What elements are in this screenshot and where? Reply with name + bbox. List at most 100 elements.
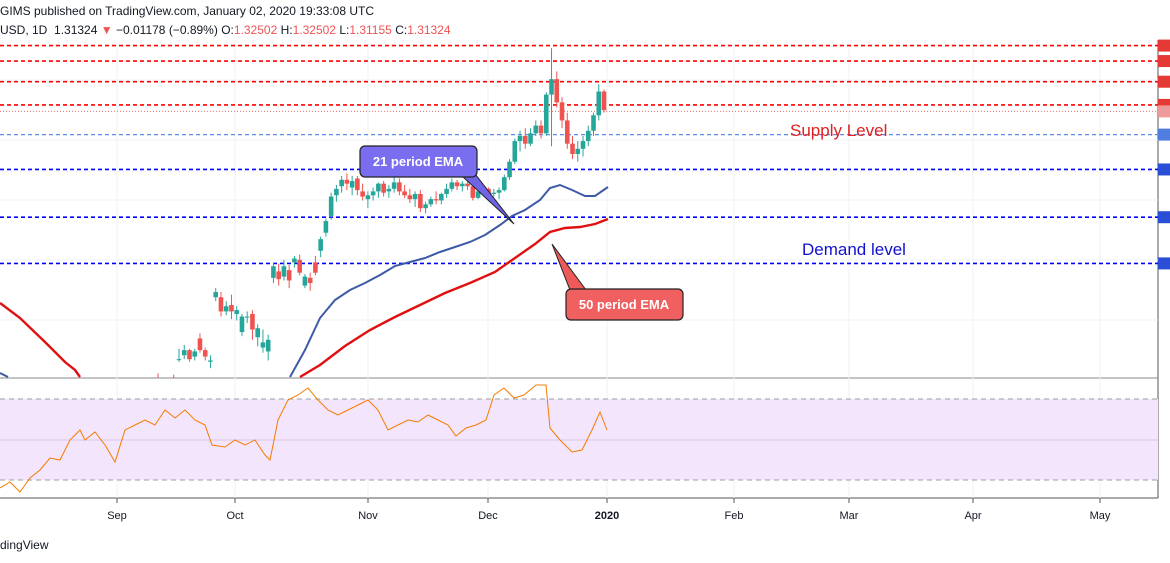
candle-body — [255, 328, 260, 338]
high-label: H: — [280, 23, 293, 37]
candle-body — [365, 195, 371, 200]
last-price: 1.31324 — [54, 23, 98, 37]
ohlc-legend: USD, 1D 1.31324 ▼ −0.01178 (−0.89%) O:1.… — [0, 23, 451, 37]
close-value: 1.31324 — [407, 23, 451, 37]
candle-body — [313, 262, 318, 273]
candle-body — [192, 351, 198, 357]
candle-body — [444, 188, 449, 194]
candle-body — [596, 91, 602, 116]
rsi-line — [0, 384, 608, 493]
candle-body — [512, 141, 518, 162]
candle-body — [491, 192, 497, 194]
supply-level-price-tag — [1158, 39, 1170, 52]
open-value: 1.32502 — [233, 23, 278, 37]
candle-body — [334, 188, 339, 196]
candle-body — [213, 292, 219, 298]
candle-body — [181, 350, 187, 356]
month-tick-label: Apr — [964, 510, 981, 522]
candle-body — [323, 221, 329, 233]
candle-body — [533, 125, 539, 134]
candle-body — [229, 304, 234, 312]
month-tick-label: Nov — [358, 510, 378, 522]
candle-body — [543, 94, 549, 134]
candle-body — [339, 179, 344, 187]
candle-body — [208, 360, 213, 362]
candle-body — [223, 306, 229, 312]
candle-body — [370, 191, 376, 196]
candle-body — [449, 182, 455, 189]
supply-level-price-tag — [1158, 55, 1170, 68]
candle-body — [202, 350, 208, 357]
tradingview-brand: dingView — [0, 538, 49, 552]
candle-body — [517, 135, 523, 142]
candle-body — [265, 339, 271, 352]
demand-level-price-tag — [1158, 257, 1170, 270]
candle-body — [302, 276, 308, 286]
change-arrow: ▼ — [100, 23, 113, 37]
month-tick-label: Mar — [840, 510, 859, 522]
month-tick-label: 2020 — [595, 510, 619, 522]
demand-level-price-tag — [1158, 163, 1170, 176]
candle-body — [439, 193, 444, 201]
candle-body — [601, 91, 607, 111]
candle-body — [575, 148, 581, 154]
candle-body — [244, 316, 250, 318]
candle-body — [507, 161, 512, 178]
candle-body — [418, 193, 423, 209]
candle-body — [391, 182, 397, 189]
candle-body — [454, 182, 460, 187]
publisher-line: GIMS published on TradingView.com, Janua… — [0, 4, 374, 18]
candle-body — [344, 179, 350, 184]
candle-body — [522, 135, 528, 144]
candle-body — [428, 199, 434, 205]
ema50-callout-box — [565, 288, 684, 321]
ema21-callout-box — [359, 145, 478, 178]
candle-body — [281, 266, 287, 277]
candle-body — [381, 183, 386, 193]
candle-body — [286, 270, 292, 281]
ema21-callout-text: 21 period EMA — [373, 154, 464, 169]
candle-body — [423, 204, 428, 209]
supply-level-price-tag — [1158, 75, 1170, 88]
symbol-label: USD, 1D — [0, 23, 48, 37]
candle-body — [559, 102, 565, 121]
candle-body — [360, 191, 365, 197]
month-tick-label: Dec — [478, 510, 498, 522]
candle-body — [591, 115, 596, 131]
candle-body — [197, 338, 203, 351]
candle-body — [585, 130, 591, 142]
demand-level-price-tag — [1158, 211, 1170, 224]
month-tick-label: Oct — [226, 510, 243, 522]
candle-body — [187, 350, 192, 360]
candle-body — [271, 266, 276, 278]
candle-body — [407, 195, 413, 200]
candle-body — [470, 186, 476, 198]
ema50-callout-text: 50 period EMA — [579, 297, 670, 312]
candle-body — [349, 181, 355, 188]
candle-body — [433, 199, 439, 201]
price-change: −0.01178 (−0.89%) — [115, 23, 218, 37]
ema50-callout-pointer — [551, 243, 587, 291]
candle-body — [402, 191, 407, 196]
month-tick-label: Sep — [107, 510, 127, 522]
supply-level-label: Supply Level — [790, 121, 887, 140]
ema21-line — [0, 183, 609, 378]
candle-body — [580, 141, 586, 149]
candle-body — [554, 79, 560, 103]
month-tick-label: Feb — [725, 510, 744, 522]
candle-body — [386, 188, 392, 192]
candle-body — [239, 316, 245, 333]
candle-body — [538, 125, 544, 134]
open-label: O: — [221, 23, 234, 37]
candle-body — [234, 310, 240, 314]
candle-body — [260, 342, 266, 348]
candle-body — [397, 182, 402, 192]
candle-body — [297, 259, 302, 273]
high-value: 1.32502 — [292, 23, 336, 37]
candle-body — [412, 193, 418, 200]
candle-body — [276, 271, 281, 280]
candle-body — [460, 183, 465, 187]
candle-body — [528, 133, 533, 144]
supply-level-price-tag — [1158, 105, 1170, 118]
